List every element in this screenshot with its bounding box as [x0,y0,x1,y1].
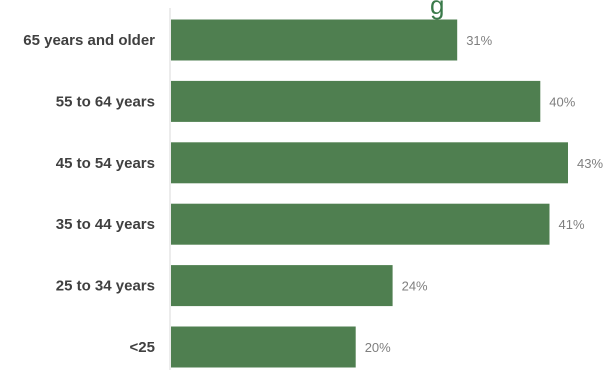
value-label: 31% [466,33,492,48]
value-label: 24% [402,279,428,294]
bar [171,80,541,122]
category-label: 45 to 54 years [56,155,155,172]
value-label: 41% [559,217,585,232]
category-label: 65 years and older [23,32,155,49]
bars-layer: 65 years and older 31% 55 to 64 years 40% 45… [23,19,603,368]
category-label: 35 to 44 years [56,216,155,233]
bar [171,326,356,368]
category-label: 25 to 34 years [56,278,155,295]
bar [171,203,550,245]
bar [171,19,458,61]
value-label: 40% [549,94,575,109]
category-label: <25 [130,339,155,356]
value-label: 43% [577,156,603,171]
value-label: 20% [365,340,391,355]
bar [171,265,393,307]
bar [171,142,568,184]
category-label: 55 to 64 years [56,93,155,110]
chart-title-partial: g [430,0,444,20]
